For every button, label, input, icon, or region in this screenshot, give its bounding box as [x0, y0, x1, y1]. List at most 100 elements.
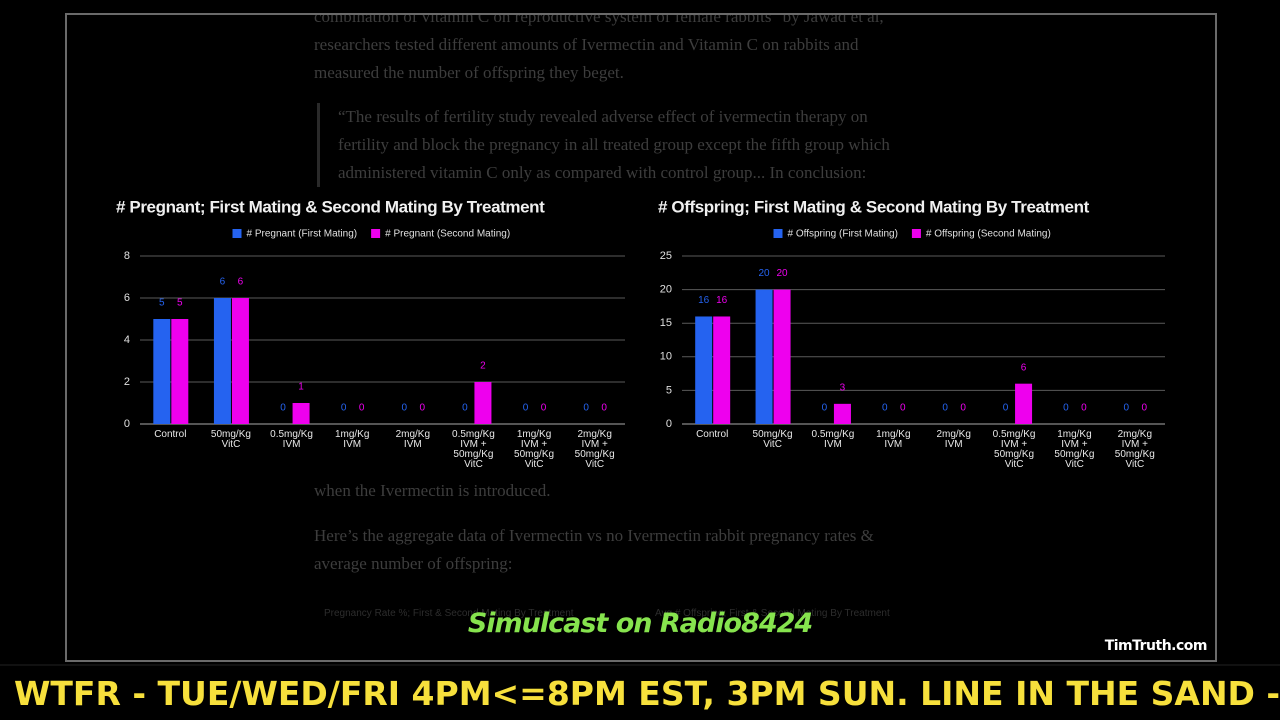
x-tick-label: 50mg/Kg VitC [210, 429, 251, 450]
bar [695, 316, 713, 424]
data-label: 6 [1021, 362, 1027, 373]
data-label: 5 [159, 298, 165, 309]
y-tick-label: 2 [124, 376, 130, 388]
data-label: 0 [541, 403, 547, 414]
bar [773, 289, 791, 424]
legend-swatch [911, 229, 921, 238]
x-tick-label: 0.5mg/Kg IVM [270, 429, 313, 450]
bar [755, 289, 773, 424]
legend-label: # Pregnant (First Mating) [247, 229, 358, 240]
data-label: 2 [480, 361, 486, 372]
bar [292, 403, 310, 424]
data-label: 0 [1124, 403, 1130, 414]
data-label: 0 [280, 403, 286, 414]
data-label: 0 [882, 403, 888, 414]
bar [153, 319, 171, 424]
article-quote: administered vitamin C only as compared … [317, 159, 866, 187]
simulcast-caption: Simulcast on Radio8424 [467, 608, 813, 639]
data-label: 0 [1142, 403, 1148, 414]
legend-label: # Offspring (First Mating) [788, 229, 898, 240]
x-tick-label: 2mg/Kg IVM + 50mg/Kg VitC [1114, 429, 1155, 470]
x-tick-label: Control [154, 429, 187, 440]
data-label: 16 [698, 295, 710, 306]
x-tick-label: 2mg/Kg IVM + 50mg/Kg VitC [574, 429, 615, 470]
y-tick-label: 4 [124, 334, 130, 346]
data-label: 3 [840, 382, 846, 393]
legend-swatch [773, 229, 783, 238]
y-tick-label: 0 [666, 418, 672, 430]
ticker-bar: WTFR - TUE/WED/FRI 4PM<=8PM EST, 3PM SUN… [0, 664, 1280, 720]
x-tick-label: 1mg/Kg IVM [334, 429, 370, 450]
article-line: when the Ivermectin is introduced. [314, 481, 551, 500]
data-label: 0 [583, 403, 589, 414]
chart-title: # Pregnant; First Mating & Second Mating… [116, 197, 545, 216]
article-line: measured the number of offspring they be… [314, 63, 624, 82]
data-label: 20 [759, 268, 771, 279]
y-tick-label: 15 [660, 317, 672, 329]
x-tick-label: 2mg/Kg IVM [936, 429, 971, 450]
x-tick-label: 0.5mg/Kg IVM + 50mg/Kg VitC [992, 429, 1036, 470]
x-tick-label: 2mg/Kg IVM [395, 429, 431, 450]
data-label: 0 [1003, 403, 1009, 414]
data-label: 0 [341, 403, 347, 414]
y-tick-label: 0 [124, 418, 130, 430]
data-label: 5 [177, 298, 183, 309]
bar [713, 316, 731, 424]
legend-swatch [232, 229, 242, 238]
data-label: 1 [298, 382, 304, 393]
x-tick-label: 1mg/Kg IVM + 50mg/Kg VitC [1054, 429, 1095, 470]
x-tick-label: 0.5mg/Kg IVM + 50mg/Kg VitC [452, 429, 495, 470]
article-line: average number of offspring: [314, 554, 513, 573]
data-label: 0 [402, 403, 408, 414]
bar [474, 382, 492, 424]
y-tick-label: 5 [666, 384, 672, 396]
ticker-text: WTFR - TUE/WED/FRI 4PM<=8PM EST, 3PM SUN… [14, 674, 1280, 713]
data-label: 0 [420, 403, 426, 414]
article-line: Here’s the aggregate data of Ivermectin … [314, 526, 874, 545]
article-line: researchers tested different amounts of … [314, 35, 859, 54]
legend-label: # Pregnant (Second Mating) [385, 229, 510, 240]
bar [1015, 383, 1033, 424]
data-label: 6 [238, 277, 244, 288]
bar [231, 298, 249, 424]
bar [213, 298, 231, 424]
data-label: 0 [462, 403, 468, 414]
chart-background [100, 190, 635, 480]
x-tick-label: 0.5mg/Kg IVM [811, 429, 855, 450]
data-label: 0 [942, 403, 948, 414]
data-label: 0 [900, 403, 906, 414]
y-tick-label: 6 [124, 292, 130, 304]
chart-background [642, 190, 1175, 480]
data-label: 0 [523, 403, 529, 414]
data-label: 16 [716, 295, 728, 306]
article-line: combination of vitamin C on reproductive… [314, 13, 884, 26]
faint-chart-title: Pregnancy Rate %; First & Second Mating … [324, 608, 574, 619]
legend-label: # Offspring (Second Mating) [926, 229, 1051, 240]
y-tick-label: 8 [124, 250, 130, 262]
data-label: 0 [601, 403, 607, 414]
x-tick-label: 1mg/Kg IVM [876, 429, 911, 450]
x-tick-label: 1mg/Kg IVM + 50mg/Kg VitC [514, 429, 555, 470]
data-label: 0 [960, 403, 966, 414]
bar [171, 319, 189, 424]
data-label: 0 [1081, 403, 1087, 414]
article-quote: fertility and block the pregnancy in all… [317, 131, 890, 159]
bar [833, 403, 851, 424]
article-quote: “The results of fertility study revealed… [317, 103, 868, 131]
data-label: 6 [220, 277, 226, 288]
x-tick-label: Control [696, 429, 729, 440]
chart-title: # Offspring; First Mating & Second Matin… [658, 197, 1090, 216]
data-label: 20 [777, 268, 789, 279]
watermark: TimTruth.com [1104, 638, 1208, 654]
x-tick-label: 50mg/Kg VitC [752, 429, 793, 450]
data-label: 0 [1063, 403, 1069, 414]
data-label: 0 [822, 403, 828, 414]
y-tick-label: 10 [660, 351, 672, 363]
y-tick-label: 25 [660, 250, 672, 262]
data-label: 0 [359, 403, 365, 414]
y-tick-label: 20 [660, 284, 672, 296]
faint-chart-title: Avg # Offspring; First & Second Mating B… [655, 608, 890, 619]
legend-swatch [371, 229, 381, 238]
